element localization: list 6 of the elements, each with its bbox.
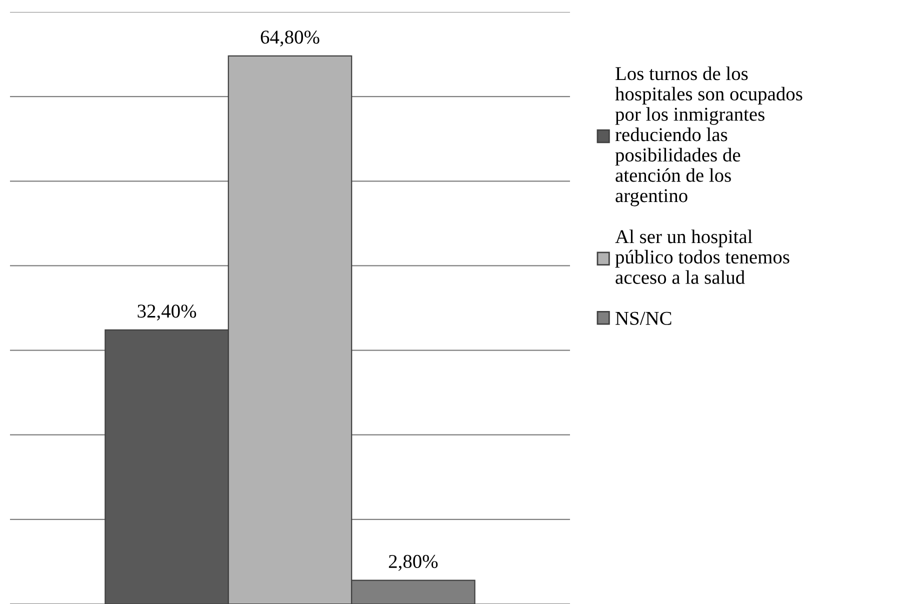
data-label: 64,80% bbox=[260, 30, 320, 46]
legend-label: Al ser un hospital público todos tenemos acceso a la salud bbox=[615, 230, 790, 284]
legend-label: NS/NC bbox=[616, 312, 672, 325]
data-label: 2,80% bbox=[388, 554, 438, 571]
data-label: 32,40% bbox=[138, 304, 196, 321]
legend-label: Los turnos de los hospitales son ocupados por los inmigrantes reduciendo las posibilidades de atención de los argentino bbox=[615, 66, 802, 206]
